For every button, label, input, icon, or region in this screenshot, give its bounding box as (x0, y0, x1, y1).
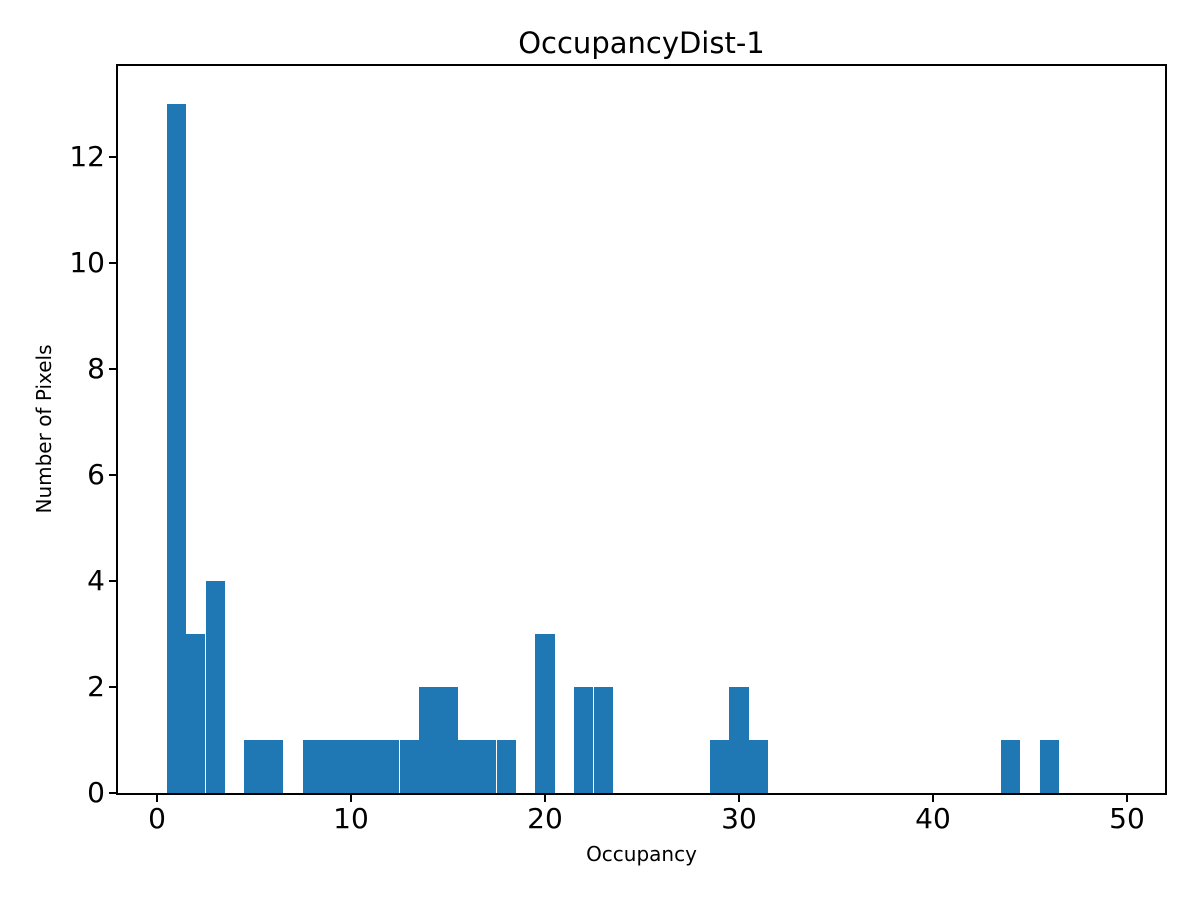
x-tick-label: 50 (1109, 802, 1145, 835)
x-tick-mark (544, 795, 546, 802)
histogram-bar (205, 581, 225, 793)
histogram-bar (360, 740, 381, 793)
y-tick-mark (109, 474, 116, 477)
histogram-bar (263, 740, 284, 793)
histogram-bar (321, 740, 342, 793)
x-tick-mark (350, 795, 352, 802)
y-tick-mark (109, 156, 116, 159)
x-tick-mark (156, 795, 158, 802)
x-axis-label: Occupancy (586, 842, 697, 866)
y-axis-label: Number of Pixels (32, 344, 56, 514)
chart-title: OccupancyDist-1 (518, 26, 765, 60)
y-tick-mark (109, 686, 116, 688)
y-tick-label: 6 (87, 458, 105, 492)
histogram-bar (1039, 740, 1060, 793)
x-tick-mark (932, 795, 934, 802)
x-tick-label: 40 (915, 802, 951, 835)
histogram-bar (535, 634, 555, 793)
y-tick-mark (109, 792, 116, 794)
histogram-bar (593, 687, 613, 793)
histogram-bar (380, 740, 400, 793)
histogram-bar (302, 740, 322, 793)
x-tick-label: 20 (527, 802, 563, 835)
x-tick-mark (1126, 795, 1128, 802)
y-tick-mark (109, 262, 116, 265)
histogram-bar (1000, 740, 1021, 793)
histogram-bar (709, 740, 730, 793)
y-tick-label: 10 (69, 246, 105, 280)
histogram-bar (438, 687, 458, 793)
x-tick-label: 10 (333, 802, 369, 835)
histogram-bar (457, 740, 478, 793)
plot-area: 0 10 20 30 40 50 0 2 4 6 8 10 12 (69, 64, 1167, 833)
histogram-bar (399, 740, 419, 793)
histogram-bar (574, 687, 594, 793)
x-tick-label: 30 (721, 802, 757, 835)
y-tick-mark (109, 368, 116, 371)
x-tick-label: 0 (148, 802, 166, 835)
histogram-bar (186, 634, 206, 793)
y-tick-label: 0 (87, 776, 105, 809)
histogram-bar (748, 740, 769, 793)
histogram-bar (244, 740, 264, 793)
histogram-bar (477, 740, 497, 793)
histogram-bar (729, 687, 749, 793)
x-tick-mark (738, 795, 740, 802)
y-tick-label: 2 (87, 670, 105, 703)
y-tick-mark (109, 580, 116, 582)
histogram-bar (496, 740, 516, 793)
histogram-bar (418, 687, 439, 793)
histogram-bar (341, 740, 361, 793)
y-tick-label: 12 (69, 140, 105, 174)
histogram-bar (166, 104, 187, 793)
y-tick-label: 4 (87, 564, 105, 597)
y-tick-label: 8 (87, 352, 105, 386)
